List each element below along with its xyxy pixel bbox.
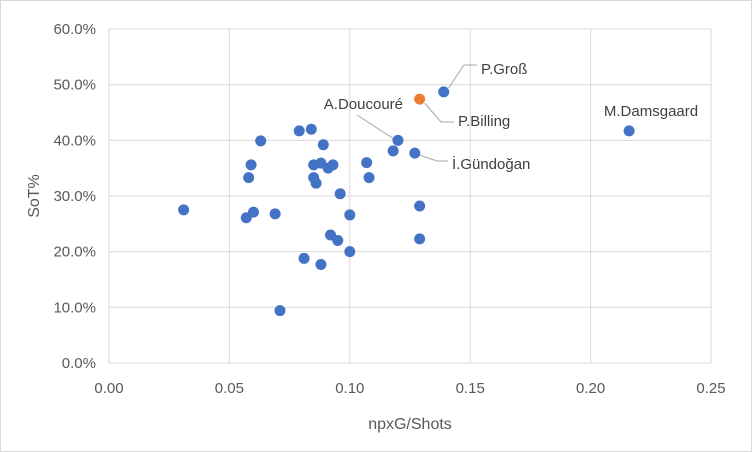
data-point <box>363 172 375 184</box>
x-axis-ticks: 0.00 0.05 0.10 0.15 0.20 0.25 <box>94 380 725 397</box>
data-point <box>298 252 310 264</box>
point-annotation: A.Doucouré <box>324 96 403 113</box>
point-annotation: M.Damsgaard <box>604 103 698 120</box>
data-point <box>344 209 356 221</box>
highlight-data-point <box>414 93 426 105</box>
x-tick-label: 0.25 <box>696 380 725 397</box>
leader-line <box>424 102 454 123</box>
data-point <box>310 177 322 189</box>
leader-line <box>419 154 448 162</box>
data-point <box>255 135 267 147</box>
data-points <box>178 86 635 317</box>
data-point <box>293 125 305 137</box>
data-point <box>332 235 344 247</box>
y-tick-label: 40.0% <box>53 132 96 149</box>
data-point <box>327 159 339 171</box>
y-tick-label: 50.0% <box>53 77 96 94</box>
data-point <box>623 125 635 137</box>
data-point <box>409 147 421 159</box>
leader-line <box>356 114 394 139</box>
y-axis-title: SoT% <box>26 174 43 218</box>
data-point <box>392 134 404 146</box>
data-point <box>344 246 356 258</box>
point-annotation: P.Billing <box>458 113 510 130</box>
x-tick-label: 0.05 <box>215 380 244 397</box>
data-point <box>414 233 426 245</box>
x-tick-label: 0.10 <box>335 380 364 397</box>
y-tick-label: 30.0% <box>53 188 96 205</box>
x-tick-label: 0.20 <box>576 380 605 397</box>
annotations: P.Groß P.Billing A.Doucouré İ.Gündoğan M.Dam… <box>324 61 698 173</box>
point-annotation: İ.Gündoğan <box>452 155 530 173</box>
data-point <box>361 157 373 169</box>
x-axis-title: npxG/Shots <box>368 416 452 433</box>
data-point <box>387 145 399 157</box>
point-annotation: P.Groß <box>481 61 527 78</box>
data-point <box>245 159 257 171</box>
annotation-leaders <box>356 64 477 162</box>
data-point <box>269 208 281 220</box>
gridlines <box>108 28 712 364</box>
leader-line <box>448 64 477 89</box>
data-point <box>438 86 450 98</box>
data-point <box>315 258 327 270</box>
data-point <box>243 172 255 184</box>
data-point <box>414 200 426 212</box>
data-point <box>274 305 286 317</box>
y-tick-label: 60.0% <box>53 21 96 38</box>
data-point <box>317 139 329 151</box>
data-point <box>334 188 346 200</box>
x-tick-label: 0.00 <box>94 380 123 397</box>
y-axis-ticks: 0.0% 10.0% 20.0% 30.0% 40.0% 50.0% 60.0% <box>53 21 96 372</box>
y-tick-label: 20.0% <box>53 244 96 261</box>
data-point <box>178 204 190 216</box>
y-tick-label: 0.0% <box>62 355 96 372</box>
x-tick-label: 0.15 <box>456 380 485 397</box>
y-tick-label: 10.0% <box>53 299 96 316</box>
data-point <box>247 206 259 218</box>
data-point <box>305 123 317 135</box>
